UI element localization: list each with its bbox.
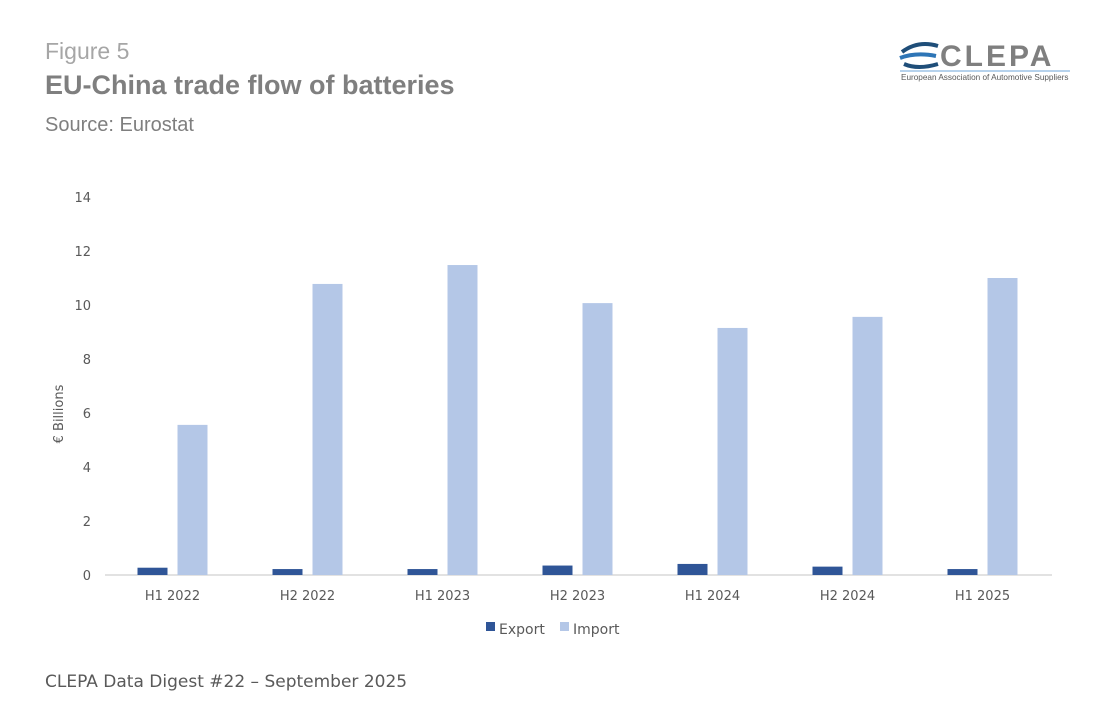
x-tick-label: H1 2022 xyxy=(145,589,200,604)
legend-label-export: Export xyxy=(499,622,545,638)
x-tick-label: H1 2025 xyxy=(955,589,1010,604)
bar-import xyxy=(447,265,478,575)
bar-export xyxy=(272,569,303,575)
y-tick-label: 0 xyxy=(83,569,91,584)
y-tick-label: 12 xyxy=(74,245,91,260)
bar-export xyxy=(137,567,168,575)
y-tick-label: 14 xyxy=(74,191,91,206)
x-tick-label: H1 2023 xyxy=(415,589,470,604)
y-axis-label: € Billions xyxy=(52,384,67,443)
bar-import xyxy=(852,316,883,575)
y-tick-label: 8 xyxy=(83,353,91,368)
figure-label: Figure 5 xyxy=(45,38,130,64)
y-tick-label: 6 xyxy=(83,407,91,422)
svg-text:CLEPA: CLEPA xyxy=(940,40,1054,73)
x-tick-label: H2 2022 xyxy=(280,589,335,604)
x-tick-label: H2 2023 xyxy=(550,589,605,604)
bar-import xyxy=(987,278,1018,575)
legend-swatch-import xyxy=(560,622,569,631)
source-label: Source: Eurostat xyxy=(45,114,194,136)
bar-export xyxy=(812,566,843,575)
clepa-logo: CLEPA European Association of Automotive… xyxy=(899,40,1070,82)
footer-text: CLEPA Data Digest #22 – September 2025 xyxy=(45,672,408,692)
chart-title: EU-China trade flow of batteries xyxy=(45,70,455,100)
y-tick-label: 2 xyxy=(83,515,91,530)
bar-export xyxy=(947,569,978,575)
legend-swatch-export xyxy=(486,622,495,631)
bar-export xyxy=(677,563,708,575)
svg-text:European Association of Automo: European Association of Automotive Suppl… xyxy=(901,73,1069,82)
y-tick-label: 10 xyxy=(74,299,91,314)
x-tick-label: H1 2024 xyxy=(685,589,740,604)
bar-import xyxy=(582,303,613,575)
bar-import xyxy=(717,327,748,575)
bar-export xyxy=(407,569,438,575)
x-tick-label: H2 2024 xyxy=(820,589,875,604)
bar-export xyxy=(542,565,573,575)
bar-import xyxy=(177,424,208,575)
legend-label-import: Import xyxy=(573,622,620,638)
bar-import xyxy=(312,283,343,575)
y-tick-label: 4 xyxy=(83,461,91,476)
